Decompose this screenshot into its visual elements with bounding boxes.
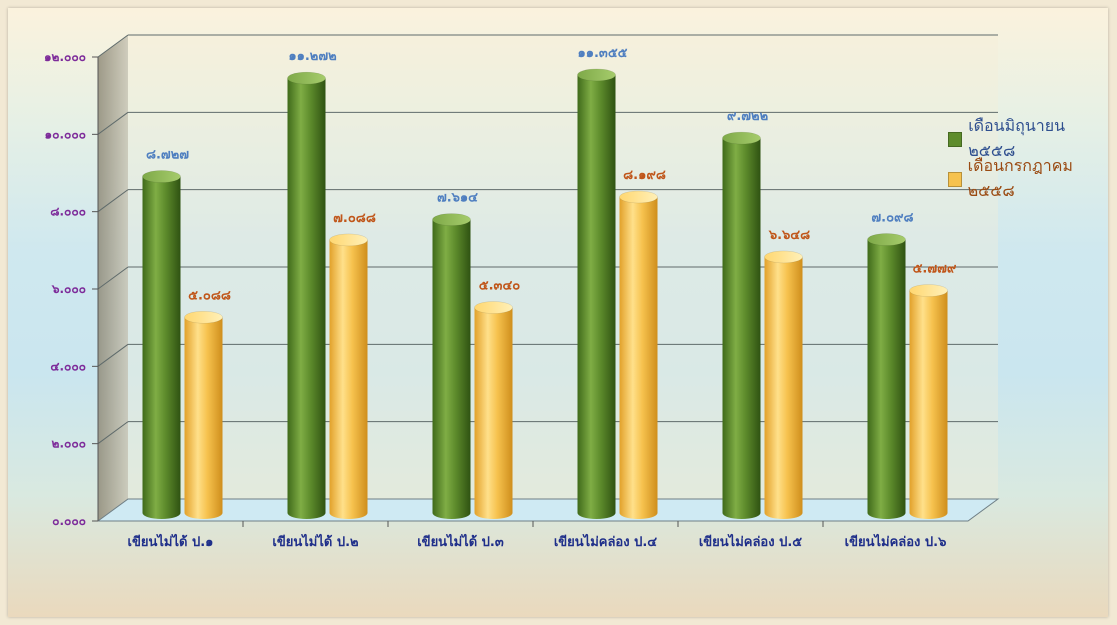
bar bbox=[722, 131, 761, 519]
bar bbox=[867, 233, 906, 519]
bar-body bbox=[619, 197, 658, 520]
bar-top bbox=[432, 213, 471, 226]
data-label: ๕.๗๗๙ bbox=[913, 262, 957, 277]
bar bbox=[577, 68, 616, 519]
y-tick-label: ๐.๐๐๐ bbox=[52, 514, 86, 528]
bar-body bbox=[867, 239, 906, 519]
y-tick-label: ๖.๐๐๐ bbox=[51, 282, 86, 296]
legend-label-june: เดือนมิถุนายน ๒๕๕๘ bbox=[968, 116, 1066, 160]
bar bbox=[619, 190, 658, 520]
chart-labels: ๐.๐๐๐ ๒.๐๐๐ ๔.๐๐๐ ๖.๐๐๐ ๘.๐๐๐ ๑๐.๐๐๐ ๑๒.๐๐๐เขี… bbox=[44, 46, 957, 550]
data-label: ๖.๖๔๘ bbox=[768, 228, 810, 243]
chart-area: ๐.๐๐๐ ๒.๐๐๐ ๔.๐๐๐ ๖.๐๐๐ ๘.๐๐๐ ๑๐.๐๐๐ ๑๒.๐๐๐เขี… bbox=[8, 8, 1108, 617]
chart-walls bbox=[96, 35, 1000, 522]
bar bbox=[909, 284, 948, 519]
bar-body bbox=[909, 290, 948, 519]
gridline-side bbox=[97, 421, 129, 445]
category-label: เขียนไม่ได้ ป.๓ bbox=[417, 533, 504, 550]
category-label: เขียนไม่ได้ ป.๒ bbox=[272, 533, 358, 550]
legend: เดือนมิถุนายน ๒๕๕๘ เดือนกรกฎาคม ๒๕๕๘ bbox=[948, 116, 1108, 206]
bar-top bbox=[619, 190, 658, 204]
bar-body bbox=[329, 239, 368, 519]
y-tick-label: ๑๐.๐๐๐ bbox=[45, 127, 86, 141]
bar bbox=[764, 250, 803, 519]
gridline-side bbox=[97, 34, 129, 58]
floor bbox=[96, 498, 1000, 522]
bar-top bbox=[329, 233, 368, 247]
data-label: ๗.๖๑๔ bbox=[437, 191, 478, 206]
bar-top bbox=[142, 170, 181, 183]
bar-body bbox=[184, 317, 223, 519]
bar-top bbox=[184, 311, 223, 324]
data-label: ๘.๑๙๘ bbox=[623, 168, 666, 183]
y-tick-label: ๔.๐๐๐ bbox=[50, 359, 86, 373]
chart-bars bbox=[142, 68, 948, 520]
category-label: เขียนไม่ได้ ป.๑ bbox=[128, 533, 214, 550]
y-tick-label: ๘.๐๐๐ bbox=[50, 205, 86, 219]
bar bbox=[287, 71, 326, 519]
bar-body bbox=[432, 219, 471, 520]
bar-top bbox=[577, 68, 616, 82]
bar bbox=[432, 213, 471, 520]
bar-body bbox=[474, 307, 513, 519]
data-label: ๕.๓๔๐ bbox=[479, 279, 521, 294]
y-tick-label: ๑๒.๐๐๐ bbox=[44, 50, 86, 64]
legend-swatch-june bbox=[948, 131, 963, 147]
category-label: เขียนไม่คล่อง ป.๕ bbox=[699, 533, 802, 550]
data-label: ๕.๐๘๘ bbox=[188, 288, 231, 303]
data-label: ๑๑.๓๕๕ bbox=[577, 46, 627, 61]
gridline-side bbox=[97, 343, 129, 367]
gridline-side bbox=[97, 189, 129, 213]
category-label: เขียนไม่คล่อง ป.๖ bbox=[845, 533, 947, 550]
bar bbox=[329, 233, 368, 519]
data-label: ๗.๐๙๘ bbox=[871, 211, 913, 226]
bar-top bbox=[287, 71, 326, 85]
category-label: เขียนไม่คล่อง ป.๔ bbox=[554, 533, 657, 550]
data-label: ๑๑.๒๗๒ bbox=[288, 49, 336, 64]
bar-body bbox=[287, 78, 326, 519]
data-label: ๗.๐๘๘ bbox=[333, 211, 376, 226]
gridline-side bbox=[97, 111, 129, 135]
bar-body bbox=[722, 138, 761, 519]
bar-top bbox=[722, 131, 761, 145]
bar-top bbox=[909, 284, 948, 297]
data-label: ๙.๗๒๒ bbox=[727, 109, 768, 124]
bar-top bbox=[867, 233, 906, 246]
chart-grid bbox=[92, 34, 998, 527]
bar bbox=[142, 170, 181, 519]
gridline-side bbox=[97, 266, 129, 290]
bar bbox=[184, 311, 223, 519]
data-label: ๘.๗๒๗ bbox=[146, 148, 189, 163]
bar bbox=[474, 301, 513, 519]
legend-item-june: เดือนมิถุนายน ๒๕๕๘ bbox=[948, 116, 1108, 160]
bar-body bbox=[577, 74, 616, 519]
bar-chart: ๐.๐๐๐ ๒.๐๐๐ ๔.๐๐๐ ๖.๐๐๐ ๘.๐๐๐ ๑๐.๐๐๐ ๑๒.๐๐๐เขี… bbox=[44, 34, 1000, 550]
legend-swatch-july bbox=[948, 171, 962, 187]
legend-label-july: เดือนกรกฎาคม ๒๕๕๘ bbox=[967, 156, 1073, 200]
bar-top bbox=[474, 301, 513, 314]
y-tick-label: ๒.๐๐๐ bbox=[52, 437, 86, 451]
bar-body bbox=[764, 256, 803, 519]
bar-top bbox=[764, 250, 803, 264]
bar-body bbox=[142, 176, 181, 519]
legend-item-july: เดือนกรกฎาคม ๒๕๕๘ bbox=[948, 156, 1108, 200]
